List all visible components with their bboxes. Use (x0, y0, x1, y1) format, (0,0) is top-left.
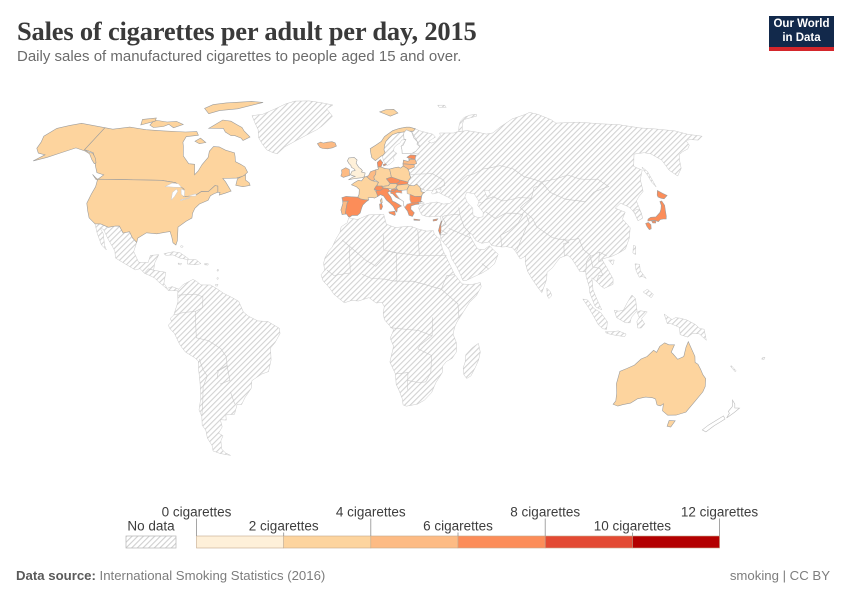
svg-text:4 cigarettes: 4 cigarettes (336, 505, 406, 520)
svg-text:6 cigarettes: 6 cigarettes (423, 519, 493, 534)
svg-text:10 cigarettes: 10 cigarettes (594, 519, 672, 534)
svg-text:8 cigarettes: 8 cigarettes (510, 505, 580, 520)
svg-text:No data: No data (127, 519, 175, 534)
svg-text:0 cigarettes: 0 cigarettes (162, 505, 232, 520)
svg-text:12 cigarettes: 12 cigarettes (681, 505, 759, 520)
svg-text:2 cigarettes: 2 cigarettes (249, 519, 319, 534)
